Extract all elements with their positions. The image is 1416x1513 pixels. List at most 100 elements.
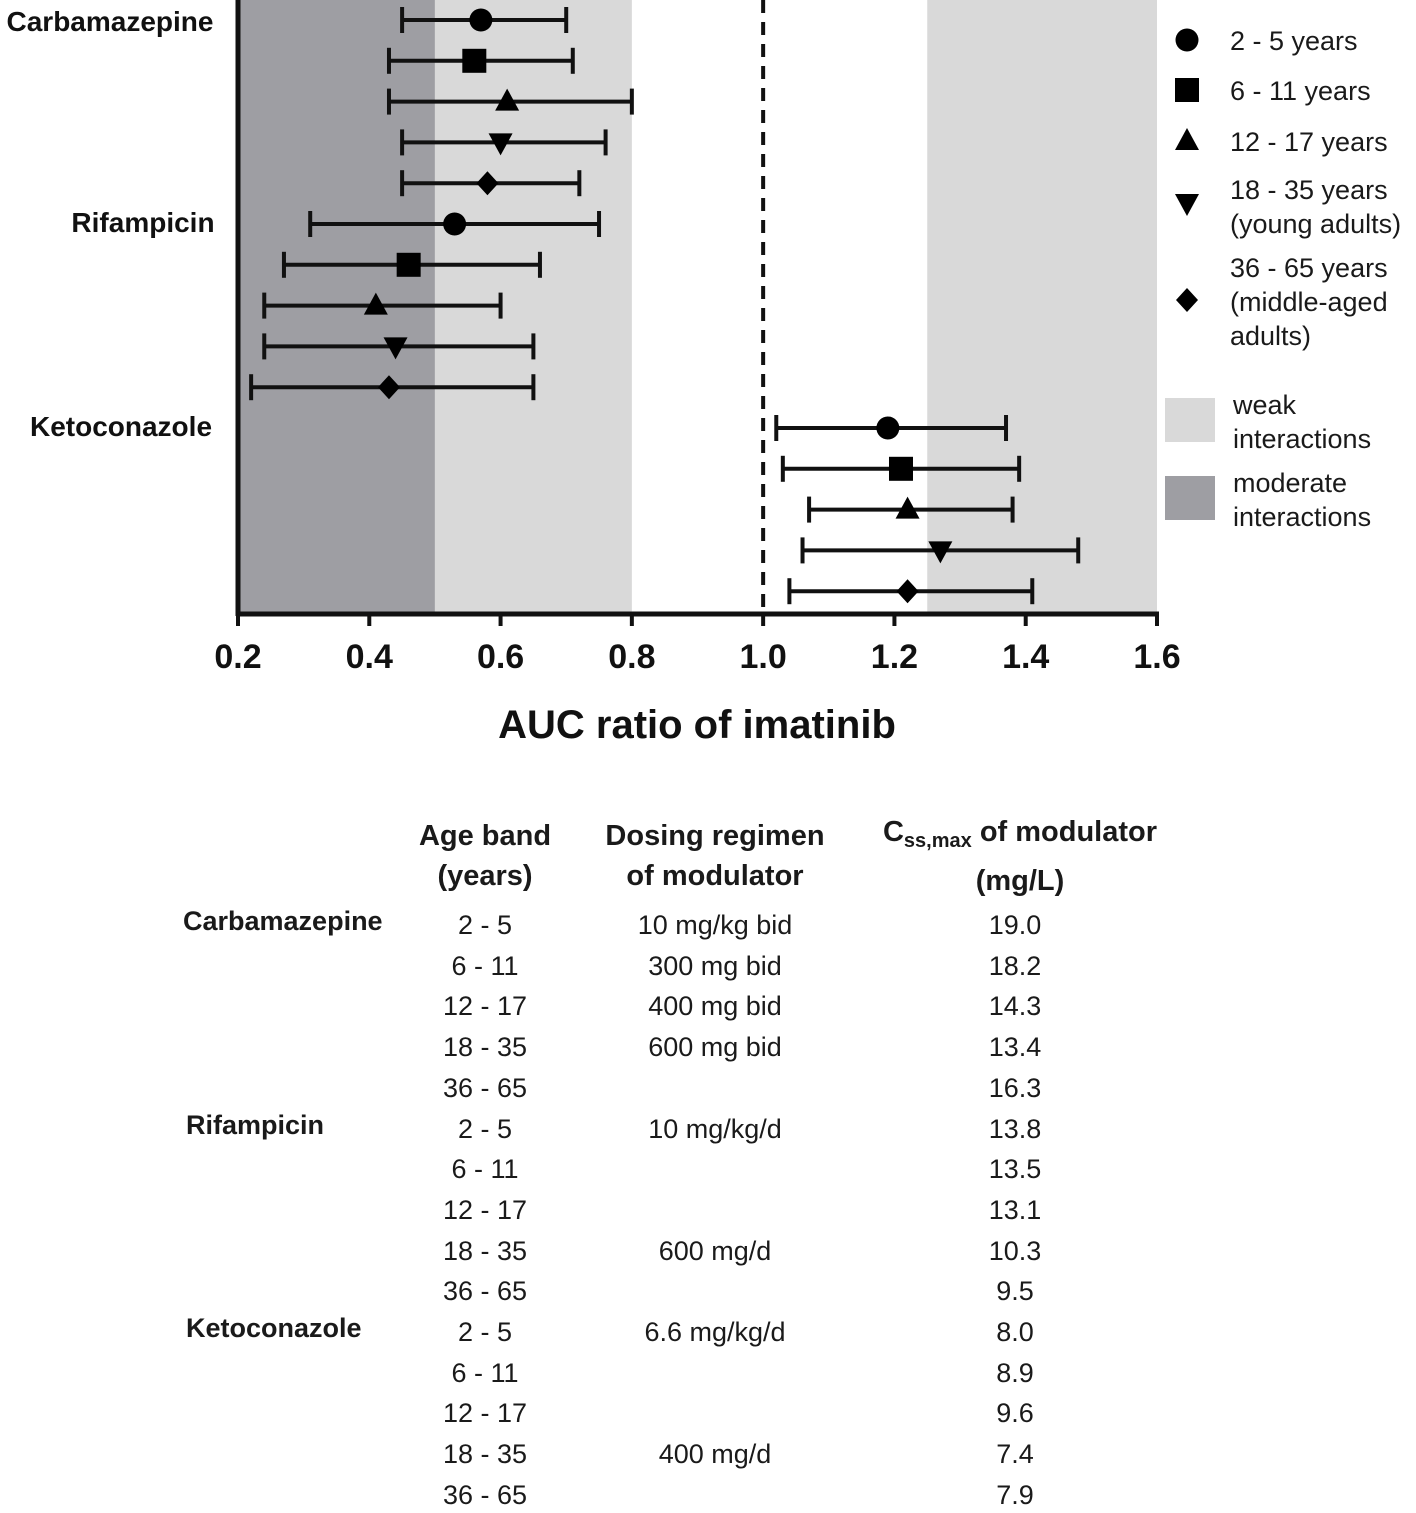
legend-label: 12 - 17 years xyxy=(1230,127,1388,157)
table-cell-age: 6 - 11 xyxy=(451,1357,519,1388)
table-cell-age: 36 - 65 xyxy=(442,1072,528,1103)
marker-triangle-up xyxy=(363,292,388,315)
table-cell-age: 12 - 17 xyxy=(442,1194,528,1225)
data-point-carbamazepine-3 xyxy=(386,88,634,115)
legend-label: (middle-aged xyxy=(1230,287,1388,317)
table-cell-css: 18.2 xyxy=(988,950,1042,981)
table-cell-css: 19.0 xyxy=(988,910,1042,940)
table-cell-css: 10.3 xyxy=(988,1235,1042,1266)
marker-circle xyxy=(443,212,467,236)
data-point-ketoconazole-4 xyxy=(800,537,1081,564)
x-tick-label: 1.0 xyxy=(740,638,787,676)
data-point-ketoconazole-3 xyxy=(807,496,1015,523)
marker-triangle-up xyxy=(1175,128,1199,150)
modulator-dosing-table: Age band (years) Dosing regimen of modul… xyxy=(0,800,1416,1513)
data-point-carbamazepine-2 xyxy=(386,47,575,74)
drug-label-rifampicin: Rifampicin xyxy=(71,207,214,238)
table-cell-css: 13.1 xyxy=(988,1194,1042,1225)
legend-label: adults) xyxy=(1230,321,1311,351)
table-cell-css: 14.3 xyxy=(988,991,1042,1022)
legend-swatch xyxy=(1165,398,1215,442)
table-cell-css: 13.8 xyxy=(988,1113,1042,1144)
x-tick-label: 1.6 xyxy=(1133,638,1180,676)
legend-item-1: 2 - 5 years xyxy=(1175,26,1358,56)
marker-triangle-down xyxy=(488,133,513,156)
marker-diamond xyxy=(377,375,400,400)
table-cell-dose: 600 mg bid xyxy=(648,1032,782,1063)
legend-swatch xyxy=(1165,476,1215,520)
legend-label: 36 - 65 years xyxy=(1230,253,1388,283)
table-cell-age: 36 - 65 xyxy=(442,1276,528,1307)
marker-triangle-down xyxy=(928,541,953,564)
table-cell-css: 8.0 xyxy=(996,1317,1034,1347)
table-cell-age: 18 - 35 xyxy=(442,1439,528,1470)
marker-square xyxy=(888,456,913,481)
marker-triangle-down xyxy=(383,337,408,360)
marker-triangle-down xyxy=(1175,194,1199,216)
table-cell-dose: 6.6 mg/kg/d xyxy=(644,1317,786,1347)
table-cell-age: 18 - 35 xyxy=(442,1235,528,1266)
marker-triangle-up xyxy=(495,88,520,111)
data-point-rifampicin-3 xyxy=(262,292,503,319)
legend-label: interactions xyxy=(1233,502,1371,532)
x-tick-label: 0.4 xyxy=(346,638,393,676)
table-cell-dose: 10 mg/kg/d xyxy=(648,1113,782,1144)
table-header-age: Age band (years) xyxy=(418,820,552,892)
data-point-rifampicin-4 xyxy=(262,333,536,360)
table-header-css: Css,max of modulator (mg/L) xyxy=(882,816,1158,897)
marker-diamond xyxy=(1176,288,1198,312)
table-cell-css: 7.4 xyxy=(996,1439,1034,1470)
table-cell-css: 9.5 xyxy=(996,1276,1034,1307)
legend-item-2: 6 - 11 years xyxy=(1175,76,1371,106)
table-cell-css: 9.6 xyxy=(996,1398,1034,1429)
table-cell-age: 6 - 11 xyxy=(451,1154,519,1185)
data-point-ketoconazole-5 xyxy=(787,578,1035,605)
data-point-rifampicin-2 xyxy=(281,251,542,278)
legend-label: interactions xyxy=(1233,424,1371,454)
table-header-dose: Dosing regimen of modulator xyxy=(605,820,825,892)
legend-label: 2 - 5 years xyxy=(1230,26,1358,56)
marker-diamond xyxy=(896,579,919,604)
table-cell-dose: 400 mg bid xyxy=(648,991,782,1022)
x-tick-label: 0.6 xyxy=(477,638,524,676)
marker-circle xyxy=(469,8,493,32)
data-point-carbamazepine-4 xyxy=(400,129,608,156)
marker-circle xyxy=(1175,28,1199,52)
shaded-region-3 xyxy=(927,0,1157,614)
data-point-ketoconazole-1 xyxy=(774,415,1009,441)
table-cell-css: 16.3 xyxy=(988,1072,1042,1103)
legend-label: 6 - 11 years xyxy=(1230,76,1371,106)
table-cell-css: 13.4 xyxy=(988,1032,1042,1063)
x-tick-label: 1.2 xyxy=(871,638,918,676)
x-tick-label: 1.4 xyxy=(1002,638,1049,676)
drug-label-carbamazepine: Carbamazepine xyxy=(7,6,214,37)
x-axis-title: AUC ratio of imatinib xyxy=(498,703,896,747)
legend-label: weak xyxy=(1232,390,1297,420)
table-cell-css: 7.9 xyxy=(996,1479,1034,1510)
drug-label-ketoconazole: Ketoconazole xyxy=(30,411,212,442)
data-point-rifampicin-1 xyxy=(308,211,602,237)
legend-label: (young adults) xyxy=(1230,209,1401,239)
legend-label: moderate xyxy=(1233,468,1347,498)
legend-item-3: 12 - 17 years xyxy=(1175,127,1388,157)
marker-square xyxy=(396,252,421,277)
table-cell-age: 2 - 5 xyxy=(457,1317,513,1347)
marker-diamond xyxy=(476,171,499,196)
marker-square xyxy=(462,48,487,73)
table-cell-age: 12 - 17 xyxy=(442,991,528,1022)
legend-region-2: moderate interactions xyxy=(1165,468,1371,532)
data-point-ketoconazole-2 xyxy=(780,455,1022,482)
marker-triangle-up xyxy=(895,496,920,519)
table-cell-age: 18 - 35 xyxy=(442,1032,528,1063)
marker-circle xyxy=(876,416,900,440)
data-point-rifampicin-5 xyxy=(249,374,536,401)
data-point-carbamazepine-5 xyxy=(400,170,582,197)
legend-item-5: 36 - 65 years (middle-aged adults) xyxy=(1176,253,1388,351)
table-cell-dose: 300 mg bid xyxy=(648,950,782,981)
table-cell-css: 13.5 xyxy=(988,1154,1042,1185)
x-tick-label: 0.2 xyxy=(214,638,261,676)
table-cell-age: 36 - 65 xyxy=(442,1479,528,1510)
table-cell-age: 6 - 11 xyxy=(451,950,519,981)
legend-region-1: weak interactions xyxy=(1165,390,1371,454)
table-cell-css: 8.9 xyxy=(996,1357,1034,1388)
